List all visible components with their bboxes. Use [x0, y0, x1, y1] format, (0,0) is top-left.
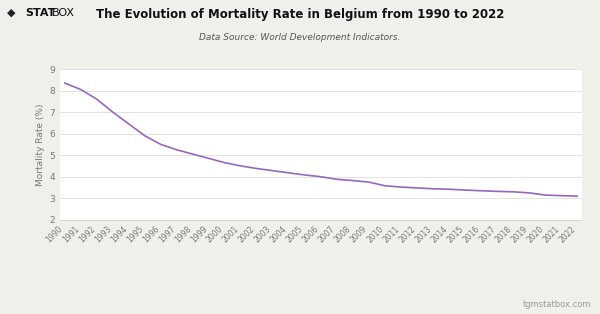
Text: Data Source: World Development Indicators.: Data Source: World Development Indicator… — [199, 33, 401, 42]
Text: ◆: ◆ — [7, 8, 16, 18]
Text: STAT: STAT — [25, 8, 56, 18]
Y-axis label: Mortality Rate (%): Mortality Rate (%) — [36, 103, 45, 186]
Text: BOX: BOX — [52, 8, 75, 18]
Text: tgmstatbox.com: tgmstatbox.com — [523, 300, 591, 309]
Text: The Evolution of Mortality Rate in Belgium from 1990 to 2022: The Evolution of Mortality Rate in Belgi… — [96, 8, 504, 21]
